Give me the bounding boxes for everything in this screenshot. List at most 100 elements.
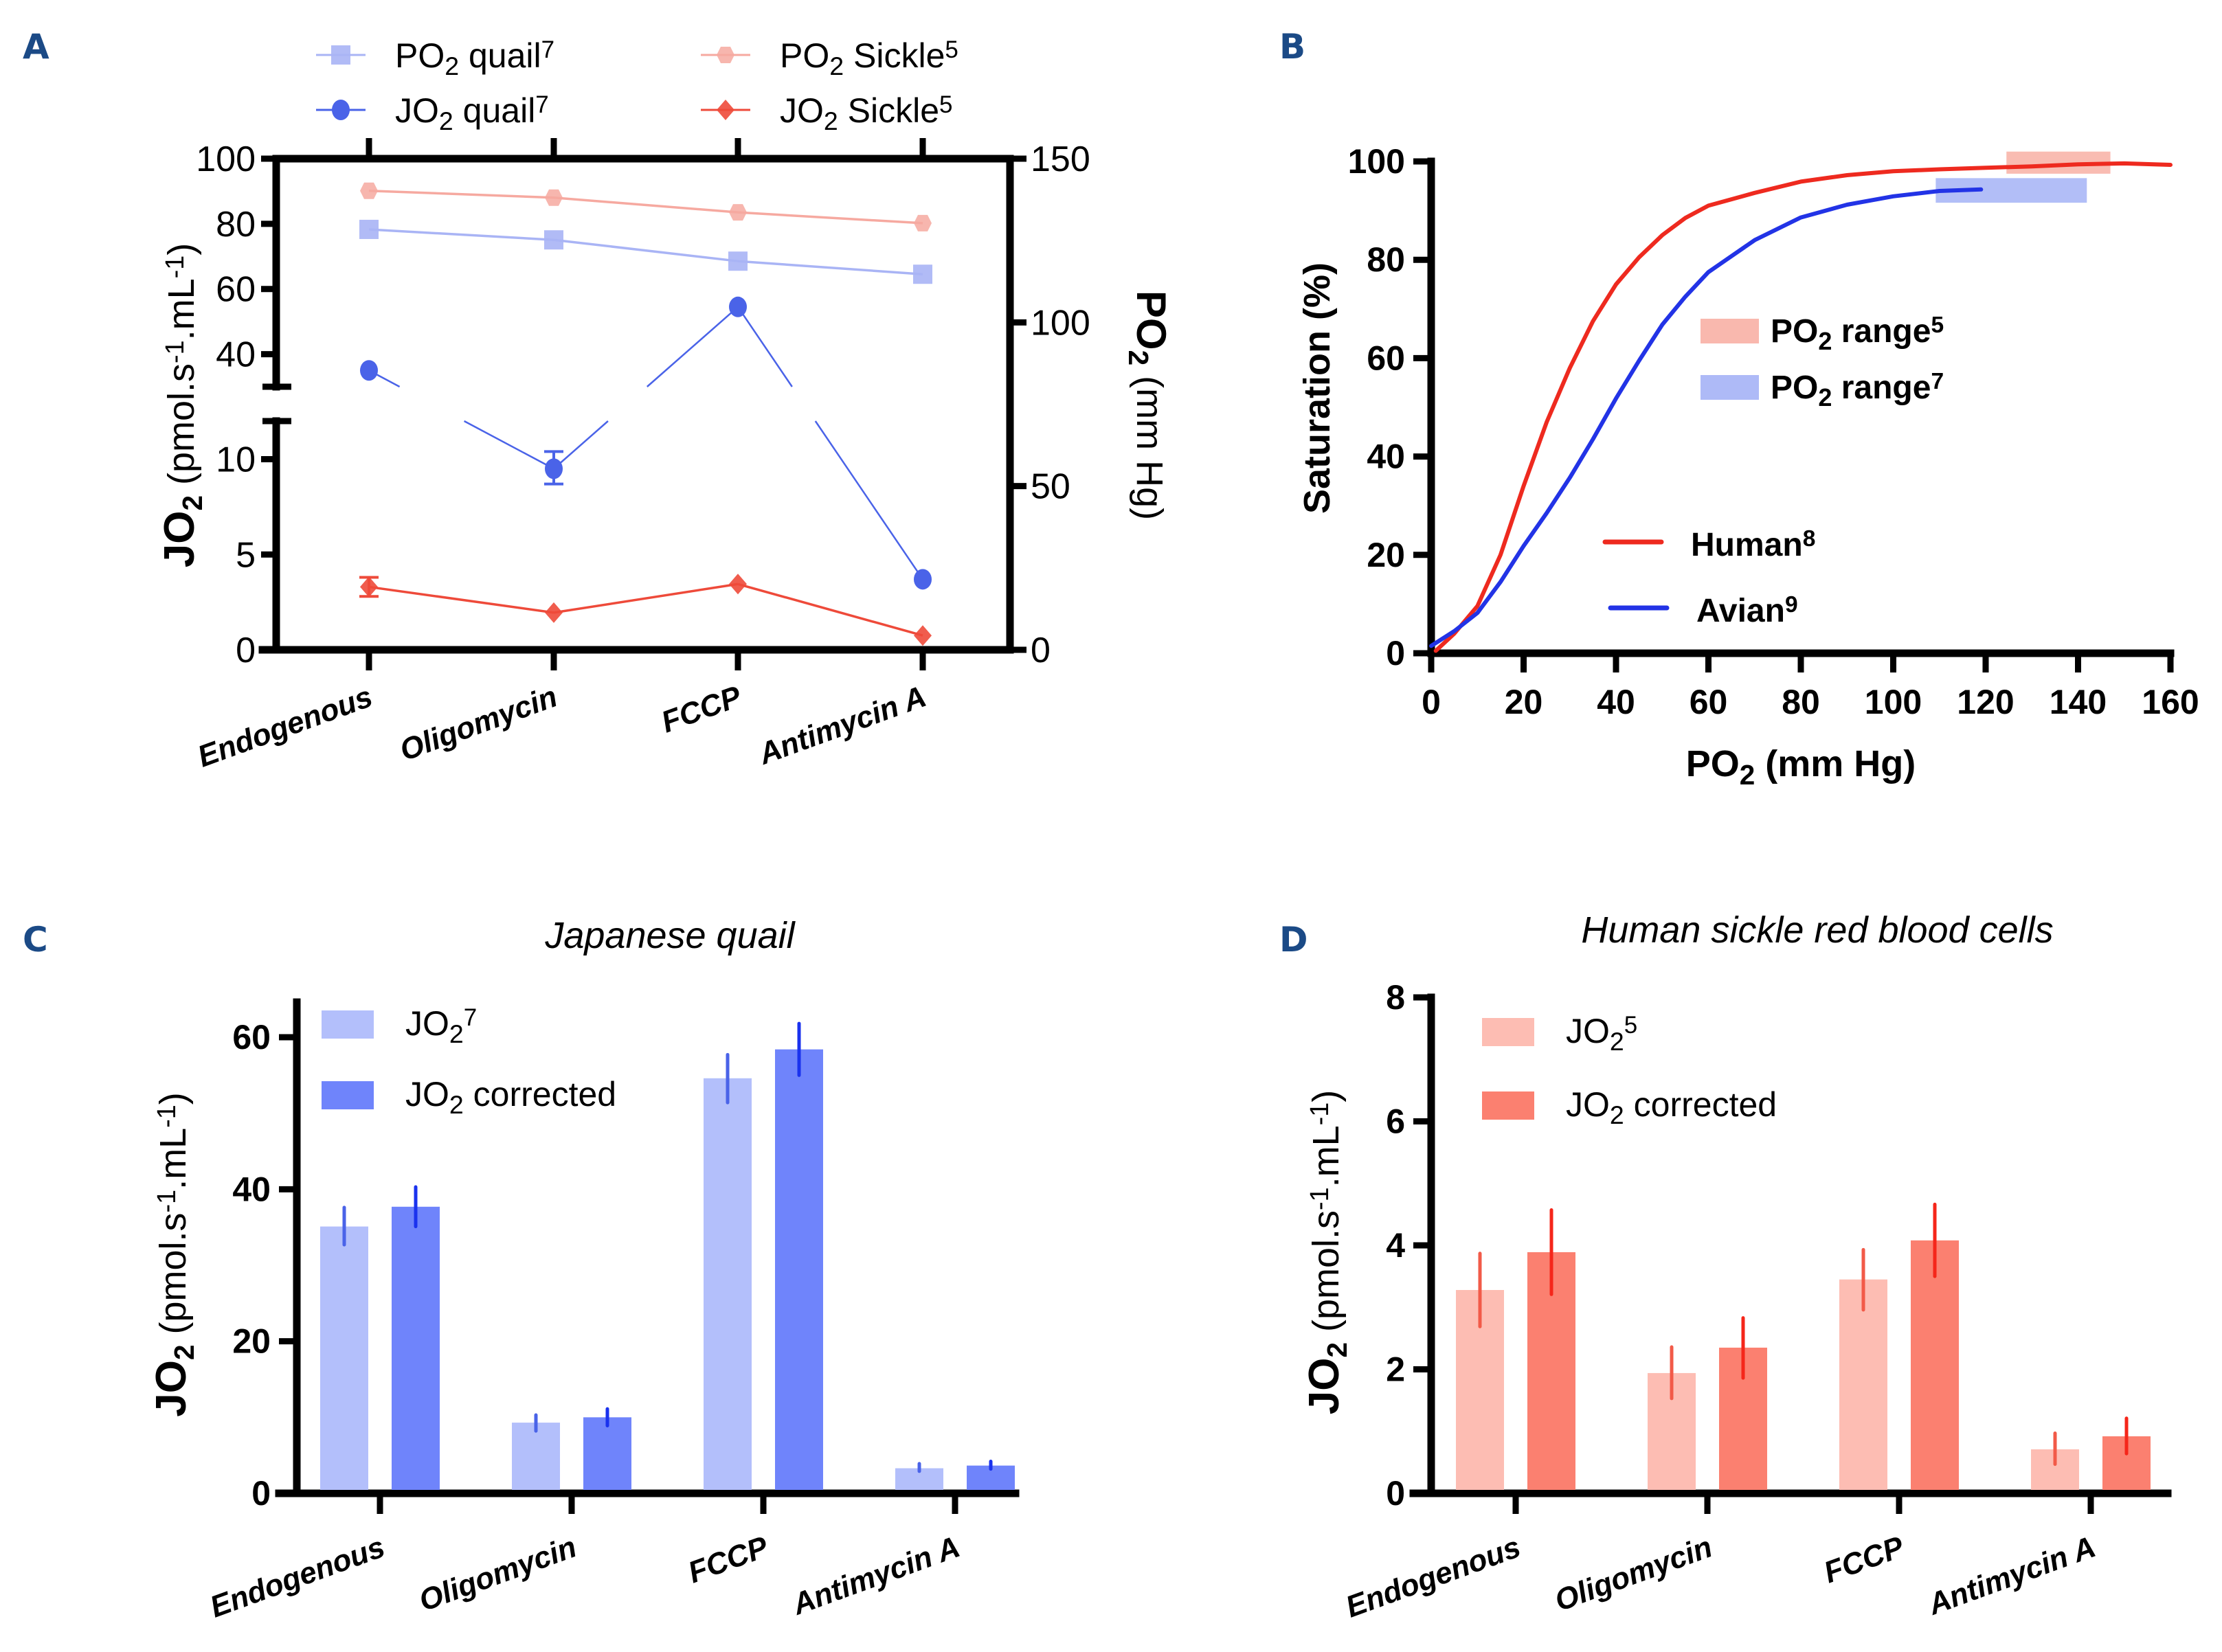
panel-label-b: B <box>1279 27 1305 67</box>
legend-label-text: PO <box>780 36 829 75</box>
legend-label-superscript: 5 <box>945 36 958 63</box>
y-axis-title-text: (pmol.s <box>153 1212 194 1344</box>
y-axis-title-superscript: -1 <box>1305 1187 1334 1210</box>
panel-label-d: D <box>1279 920 1308 960</box>
y-axis-title-text: ) <box>153 1092 194 1105</box>
series-line-segment <box>737 211 923 225</box>
legend-label-text: PO <box>1771 370 1818 406</box>
y-tick-label: 10 <box>216 440 256 480</box>
y-axis-title-superscript: -1 <box>153 1105 181 1128</box>
y-tick-label: 0 <box>236 631 256 670</box>
curve-human <box>1433 161 2173 653</box>
x-tick-label: 160 <box>2142 683 2199 721</box>
y-tick-label: 40 <box>1367 438 1405 476</box>
y-tick-label: 80 <box>216 205 256 245</box>
y-axis-title-superscript: -1 <box>153 1190 181 1213</box>
x-tick-label: FCCP <box>1819 1530 1909 1589</box>
series-line-segment <box>553 238 739 262</box>
legend-label-text: Avian <box>1696 593 1785 629</box>
legend-label-subscript: 2 <box>1818 383 1832 411</box>
data-point <box>913 264 932 284</box>
data-point <box>729 296 747 317</box>
x-tick-label: Oligomycin <box>415 1530 581 1618</box>
legend-item-0: JO25 <box>1482 1012 1637 1056</box>
y-tick-label: 60 <box>232 1018 271 1056</box>
x-tick-label: Antimycin A <box>754 679 930 771</box>
y-tick-label: 40 <box>232 1170 271 1208</box>
bar <box>1911 1240 1959 1490</box>
x-tick-label: Endogenous <box>193 679 377 773</box>
x-tick-label: 60 <box>1690 683 1728 721</box>
y-tick-label: 100 <box>196 139 256 179</box>
legend-swatch <box>322 1081 374 1109</box>
y-tick-label: 5 <box>236 535 256 575</box>
y-tick-label: 100 <box>1348 142 1405 181</box>
data-point <box>360 182 378 199</box>
panel-c-chart: Japanese quail 0 20 40 60 Endogenous Oligomyci… <box>148 915 1020 1625</box>
legend-label-subscript: 2 <box>1610 1100 1624 1129</box>
data-point <box>914 625 932 646</box>
right-y-tick-label: 150 <box>1031 139 1090 179</box>
left-axis-title: JO2 (pmol.s-1.mL-1) <box>156 243 208 568</box>
panel-title: Japanese quail <box>544 915 796 956</box>
legend-label-superscript: 7 <box>541 36 554 63</box>
legend-item-jo2_quail: JO2 quail7 <box>316 91 549 135</box>
series-line-segment <box>737 260 923 276</box>
x-axis-title: PO2 (mm Hg) <box>1686 743 1916 791</box>
y-axis-title: Saturation (%) <box>1297 262 1338 514</box>
y-tick-label: 20 <box>232 1322 271 1361</box>
legend-label-superscript: 7 <box>1931 369 1944 394</box>
legend-swatch <box>1701 319 1759 343</box>
x-tick-label: Antimycin A <box>1923 1530 2100 1622</box>
bar <box>320 1226 368 1490</box>
legend-label-text: JO <box>405 1004 449 1043</box>
legend-item-human: Human8 <box>1602 526 1816 563</box>
panel-label-c: C <box>23 920 48 960</box>
legend-label-text: JO <box>405 1075 449 1113</box>
y-axis-title-subscript: 2 <box>1321 1342 1353 1358</box>
bar-series-1 <box>1527 1202 2151 1490</box>
legend-label-text: quail <box>459 36 541 75</box>
x-tick-label: 120 <box>1957 683 2014 721</box>
legend-item-range5: PO2 range5 <box>1701 313 1944 355</box>
legend-label-superscript: 7 <box>535 91 548 118</box>
y-axis-title-text: JO <box>1301 1358 1348 1415</box>
series-line-segment <box>814 420 924 580</box>
y-tick-label: 60 <box>1367 339 1405 377</box>
left-axis-title-text: ) <box>161 243 202 256</box>
legend-item-1: JO2 corrected <box>322 1075 616 1119</box>
left-axis-title-superscript: -1 <box>161 256 190 279</box>
bar <box>392 1206 440 1490</box>
series-line-segment <box>368 585 554 614</box>
series-line-segment <box>737 306 793 387</box>
series-jo2_quail <box>360 296 932 590</box>
data-point <box>544 230 563 250</box>
legend-item-0: JO27 <box>322 1004 477 1048</box>
x-axis-title-text: PO <box>1686 743 1740 784</box>
y-tick-label: 0 <box>1386 634 1405 672</box>
legend-swatch <box>1482 1018 1534 1046</box>
y-tick-label: 0 <box>1386 1474 1405 1513</box>
legend-marker <box>717 47 734 63</box>
legend-label-text: corrected <box>464 1075 616 1113</box>
legend-label-text: PO <box>395 36 445 75</box>
series-jo2_sickle <box>359 574 932 646</box>
data-point <box>728 251 748 271</box>
series-line-segment <box>646 306 739 387</box>
y-tick-label: 40 <box>216 335 256 375</box>
right-y-tick-label: 100 <box>1031 303 1090 343</box>
x-tick-label: Oligomycin <box>1551 1530 1717 1618</box>
data-point <box>729 574 747 595</box>
legend-label-superscript: 5 <box>1624 1012 1637 1039</box>
data-point <box>729 204 747 221</box>
x-tick-label: FCCP <box>684 1530 773 1589</box>
legend-label-text: JO <box>395 91 439 130</box>
legend-label-superscript: 8 <box>1803 526 1816 552</box>
legend-item-po2_quail: PO2 quail7 <box>316 36 554 80</box>
data-point <box>914 214 932 231</box>
legend-item-1: JO2 corrected <box>1482 1085 1777 1129</box>
legend-label-text: JO <box>1566 1085 1610 1124</box>
legend-label: Avian9 <box>1696 592 1798 629</box>
